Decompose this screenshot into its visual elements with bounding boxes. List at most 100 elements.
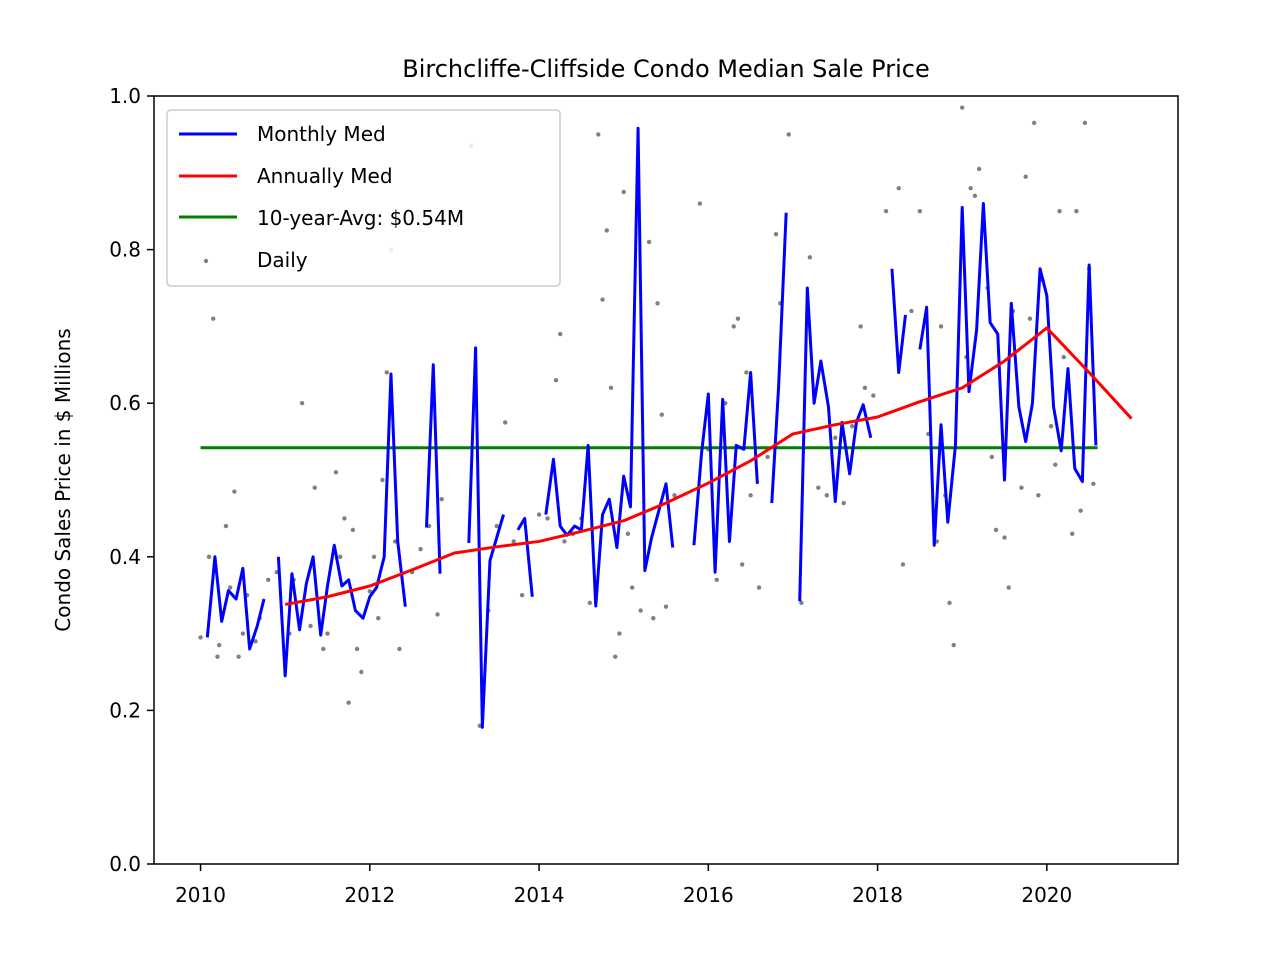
daily-sale-point	[824, 493, 829, 498]
daily-sale-point	[849, 424, 855, 429]
daily-sale-point	[439, 497, 444, 502]
axis-ticks: 2010 2012 2014 2016 2018 2020 0.0 0.2 0.4 0.6 0.8 1…	[109, 84, 1072, 907]
y-tick-label: 0.2	[109, 698, 141, 722]
daily-sale-point	[896, 185, 901, 191]
legend-label-average: 10-year-Avg: $0.54M	[257, 206, 464, 230]
daily-sale-point	[519, 593, 525, 598]
daily-sale-point	[608, 385, 614, 391]
daily-sale-point	[333, 470, 339, 475]
monthly-median-line	[770, 212, 788, 504]
daily-sale-point	[799, 600, 804, 606]
daily-sale-point	[354, 646, 360, 652]
daily-sale-point	[765, 454, 770, 460]
daily-sale-point	[663, 604, 669, 609]
daily-sale-point	[511, 539, 516, 544]
daily-sale-point	[1036, 493, 1041, 498]
daily-sale-point	[337, 554, 343, 559]
x-tick-label: 2012	[344, 883, 395, 907]
daily-sale-point	[638, 608, 643, 613]
daily-sale-point	[380, 477, 385, 483]
daily-sale-point	[993, 527, 999, 533]
daily-sale-point	[735, 316, 741, 321]
daily-sale-point	[858, 324, 863, 329]
daily-sale-point	[871, 393, 876, 398]
y-axis-label: Condo Sales Price in $ Millions	[51, 328, 75, 631]
daily-sale-point	[1027, 316, 1033, 321]
x-tick-label: 2016	[683, 883, 734, 907]
daily-sale-point	[232, 489, 237, 494]
daily-sale-point	[227, 585, 233, 590]
daily-sale-point	[651, 616, 656, 621]
daily-sale-point	[909, 308, 914, 314]
daily-sale-point	[342, 516, 347, 521]
daily-sale-point	[1070, 531, 1075, 536]
daily-sale-point	[972, 193, 978, 199]
daily-sale-point	[418, 546, 423, 552]
daily-sale-point	[367, 589, 373, 594]
x-tick-label: 2020	[1021, 883, 1072, 907]
daily-sale-point	[587, 600, 593, 606]
daily-sale-point	[646, 239, 652, 245]
daily-sale-point	[1048, 424, 1054, 429]
daily-sale-point	[672, 493, 677, 498]
daily-sale-point	[536, 512, 542, 517]
daily-sale-point	[384, 370, 389, 375]
plot-frame	[153, 95, 1179, 865]
daily-sale-point	[786, 132, 791, 137]
monthly-median-line	[890, 268, 907, 374]
daily-sale-point	[1078, 508, 1083, 513]
daily-sale-point	[299, 401, 305, 406]
daily-sale-point	[1074, 209, 1079, 214]
daily-sale-point	[240, 631, 246, 636]
monthly-median-line	[918, 202, 1098, 547]
daily-sale-point	[215, 654, 220, 659]
daily-sale-point	[617, 631, 622, 636]
daily-sale-point	[494, 523, 499, 529]
daily-sale-point	[359, 669, 364, 675]
daily-sale-point	[1082, 120, 1088, 126]
daily-sale-point	[629, 585, 635, 590]
legend-box	[166, 109, 561, 287]
daily-sale-point	[253, 639, 258, 644]
daily-sale-point	[321, 646, 326, 652]
daily-sale-point	[1031, 120, 1037, 126]
daily-sale-point	[655, 301, 660, 306]
daily-sale-point	[1023, 174, 1028, 179]
monthly-median-line	[425, 363, 442, 574]
x-tick-label: 2010	[175, 883, 226, 907]
daily-sale-point	[883, 209, 889, 214]
y-tick-label: 0.0	[109, 852, 141, 876]
daily-sale-point	[841, 500, 846, 506]
daily-sale-point	[773, 232, 779, 237]
daily-sale-point	[216, 642, 222, 648]
daily-sale-point	[862, 385, 868, 391]
daily-sale-point	[397, 646, 402, 652]
daily-sale-point	[600, 297, 605, 302]
legend-label-annual: Annually Med	[257, 164, 393, 188]
daily-sale-point	[621, 189, 626, 195]
daily-sale-point	[976, 166, 982, 172]
monthly-median-line	[467, 346, 505, 729]
daily-sale-point	[266, 577, 271, 583]
daily-sale-point	[545, 516, 550, 521]
daily-sale-point	[206, 554, 212, 559]
y-tick-label: 1.0	[109, 84, 141, 108]
daily-sale-point	[756, 585, 762, 590]
daily-sale-point	[1006, 585, 1011, 590]
daily-sale-point	[989, 454, 995, 460]
daily-sale-point	[1053, 462, 1058, 467]
daily-sale-point	[968, 185, 973, 191]
daily-sale-point	[223, 523, 229, 529]
daily-sale-point	[613, 654, 618, 659]
daily-sale-point	[308, 623, 313, 629]
annual-median-line	[284, 326, 1133, 606]
daily-sale-point	[731, 324, 736, 329]
daily-sale-point	[435, 612, 440, 617]
daily-sale-point	[833, 435, 838, 440]
y-tick-label: 0.4	[109, 545, 141, 569]
daily-sale-point	[596, 132, 601, 137]
daily-sale-point	[900, 562, 906, 567]
plot-marks	[198, 105, 1133, 729]
daily-sale-point	[744, 370, 749, 375]
